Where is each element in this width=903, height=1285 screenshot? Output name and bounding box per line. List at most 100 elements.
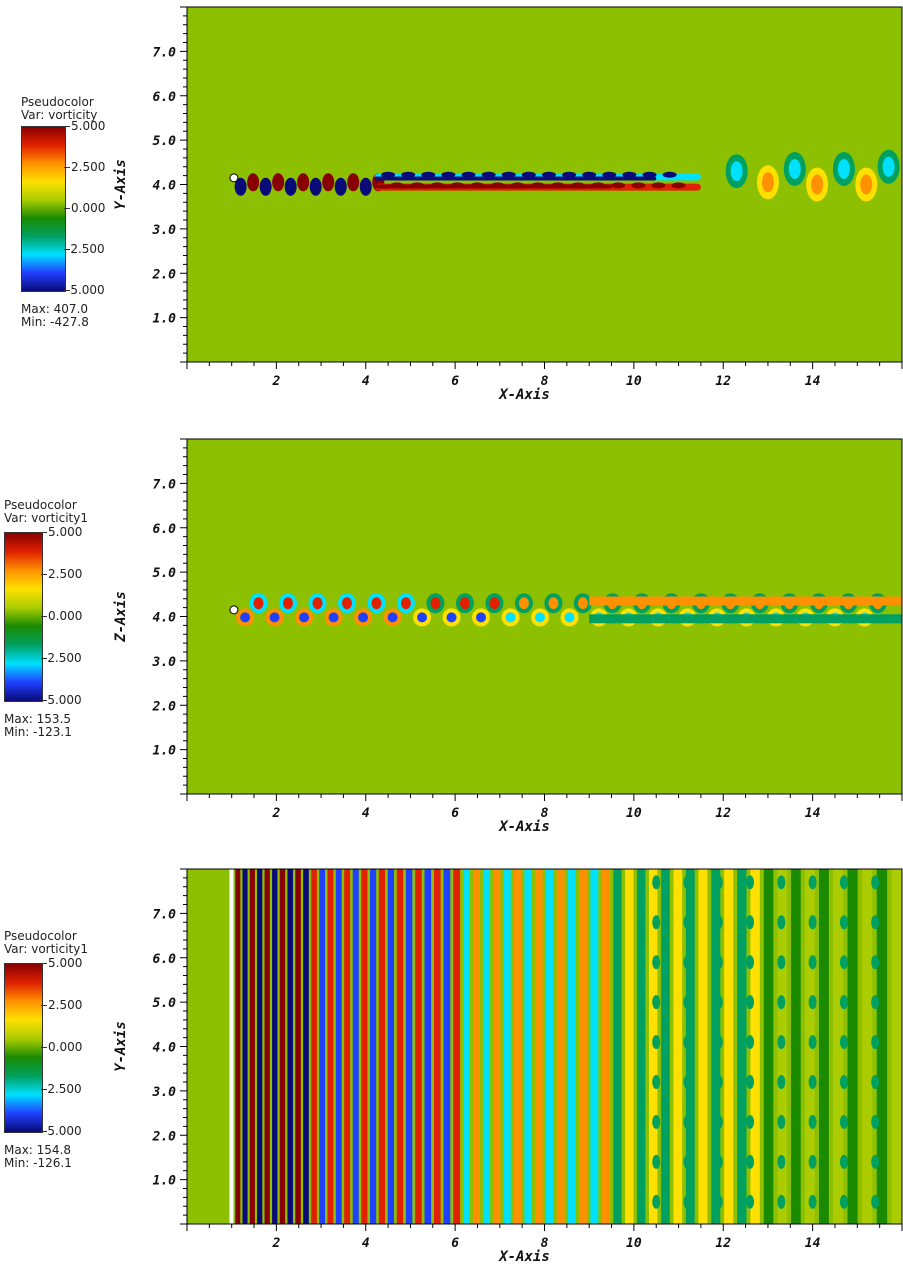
vortex-patch [871, 875, 880, 890]
x-tick-label: 8 [541, 374, 549, 389]
vortex-patch [284, 177, 297, 196]
vortex-patch [259, 177, 272, 196]
legend-title: Pseudocolor [4, 498, 77, 512]
plot-panel-2: Pseudocolor Var: vorticity1 5.000 2.500 … [0, 433, 903, 856]
vortex-patch [501, 171, 516, 178]
vortex-patch [651, 182, 666, 189]
shear-layer [589, 596, 902, 606]
y-tick-label: 3.0 [152, 655, 177, 670]
y-tick-label: 2.0 [152, 699, 177, 714]
x-tick-label: 4 [362, 806, 370, 821]
legend-variable: Var: vorticity1 [4, 511, 88, 525]
vortex-patch [777, 1194, 786, 1209]
cylinder-plane [229, 869, 234, 1224]
y-tick-label: 7.0 [153, 477, 177, 492]
vortex-patch [652, 1035, 661, 1050]
vortex-patch [662, 171, 677, 178]
vortex-core [761, 172, 774, 193]
x-tick-label: 2 [271, 806, 280, 821]
vortex-patch [683, 1154, 692, 1169]
vortex-patch [631, 182, 646, 189]
vorticity-band [443, 869, 451, 1224]
x-tick-label: 14 [805, 806, 821, 821]
vortex-patch [322, 173, 335, 192]
vorticity-band [750, 869, 760, 1224]
colorbar-tick [41, 616, 47, 617]
vorticity-band [482, 869, 491, 1224]
vorticity-band [415, 869, 422, 1224]
field [229, 869, 902, 1224]
y-tick-label: 2.0 [152, 1129, 177, 1144]
colorbar-label: 2.500 [48, 567, 83, 581]
vortex-patch [871, 955, 880, 970]
vortex-patch [839, 955, 848, 970]
x-tick-label: 12 [715, 1236, 731, 1251]
vortex-patch [652, 1194, 661, 1209]
vortex-patch [652, 995, 661, 1010]
vortex-patch [746, 1035, 755, 1050]
colorbar [4, 532, 43, 702]
vortex-patch [490, 182, 505, 189]
vortex-patch [381, 171, 396, 178]
legend-max: Max: 154.8 [4, 1143, 72, 1157]
colorbar [4, 963, 43, 1133]
vortex-patch [642, 171, 657, 178]
plot-area: 2 4 6 8 10 12 14 7.0 6.0 5.0 4.0 3.0 2.0 1.0 X-Axis Y-A… [113, 868, 903, 1265]
colorbar-label: -5.000 [66, 283, 105, 297]
x-axis-title: X-Axis [498, 387, 550, 403]
vortex-core [860, 174, 873, 195]
vortex-patch [839, 1154, 848, 1169]
colorbar-label: -5.000 [43, 693, 82, 707]
vortex-patch [470, 182, 485, 189]
vorticity-band [352, 869, 359, 1224]
legend-title: Pseudocolor [4, 929, 77, 943]
vorticity-band [335, 869, 342, 1224]
y-tick-label: 5.0 [153, 996, 177, 1011]
vorticity-band [327, 869, 334, 1224]
vortex-patch [611, 182, 626, 189]
plot-area: 2 4 6 8 10 12 14 7.0 6.0 5.0 4.0 3.0 2.0 1.0 X-Axis Y-A… [113, 6, 903, 403]
vorticity-band [673, 869, 683, 1224]
y-tick-label: 3.0 [152, 1085, 177, 1100]
vortex-patch [530, 182, 545, 189]
vorticity-band [579, 869, 587, 1224]
y-tick-label: 3.0 [152, 223, 177, 238]
vorticity-band [601, 869, 610, 1224]
x-tick-label: 14 [805, 1236, 821, 1251]
colorbar-label: -2.500 [43, 651, 82, 665]
vorticity-band [424, 869, 432, 1224]
vorticity-band [463, 869, 470, 1224]
x-axis-title: X-Axis [498, 1249, 550, 1265]
vorticity-band [513, 869, 522, 1224]
legend: Pseudocolor Var: vorticity 5.000 2.500 0… [0, 0, 130, 329]
vortex-patch [746, 875, 755, 890]
vortex-patch [652, 955, 661, 970]
vortex-core [837, 158, 850, 179]
vorticity-band [567, 869, 576, 1224]
colorbar-tick [64, 290, 70, 291]
vortex-patch [652, 1114, 661, 1129]
vortex-patch [410, 182, 425, 189]
colorbar-label: -2.500 [43, 1082, 82, 1096]
vortex-patch [550, 182, 565, 189]
colorbar-tick [64, 167, 70, 168]
vortex-core [417, 612, 428, 623]
colorbar-tick [41, 1047, 47, 1048]
vortex-patch [401, 171, 416, 178]
vortex-core [489, 597, 500, 610]
legend-min: Min: -123.1 [4, 725, 72, 739]
vorticity-band [396, 869, 404, 1224]
vorticity-band [405, 869, 413, 1224]
y-tick-label: 5.0 [153, 566, 177, 581]
vorticity-band [319, 869, 326, 1224]
x-tick-label: 8 [541, 806, 549, 821]
vortex-core [341, 597, 352, 610]
vortex-core [253, 597, 264, 610]
vorticity-band [370, 869, 377, 1224]
cylinder [229, 605, 239, 615]
vortex-patch [421, 171, 436, 178]
vortex-patch [481, 171, 496, 178]
vorticity-band [249, 869, 255, 1224]
vortex-patch [839, 995, 848, 1010]
vorticity-band [264, 869, 270, 1224]
